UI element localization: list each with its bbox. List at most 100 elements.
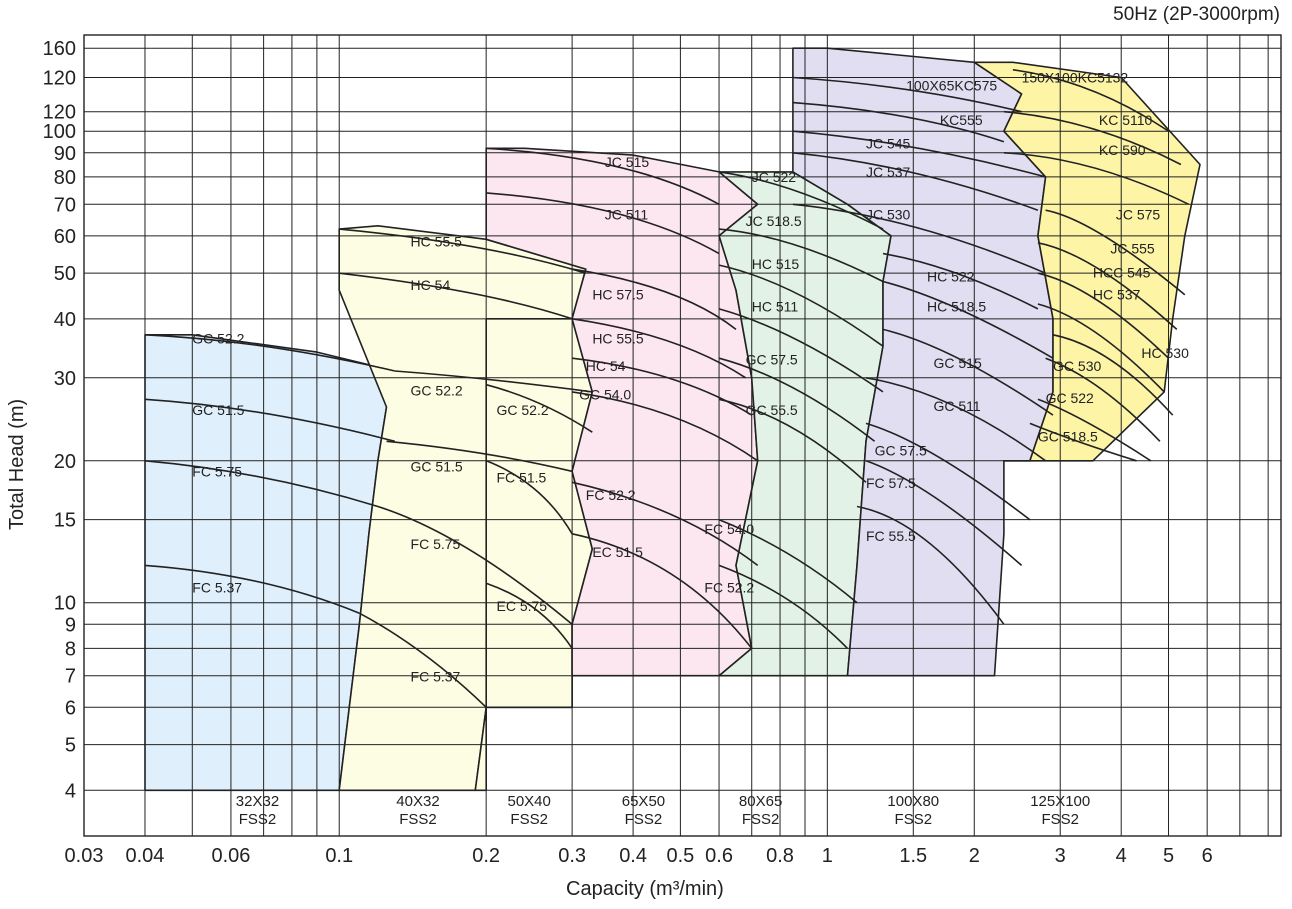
curve-label: GC 52.2 <box>497 402 549 418</box>
x-tick-label: 0.8 <box>766 845 794 867</box>
x-tick-label: 0.04 <box>126 845 165 867</box>
performance-curve <box>792 76 1022 113</box>
curve-label: JC 515 <box>605 154 650 170</box>
curve-label: 150X100KC5132 <box>1022 69 1129 85</box>
model-label: 32X32 <box>236 793 279 810</box>
performance-curve <box>882 280 1054 359</box>
performance-curve <box>486 147 720 206</box>
performance-curve <box>386 440 573 473</box>
performance-curve <box>718 398 867 483</box>
curve-label: GC 57.5 <box>875 443 927 459</box>
performance-curve <box>718 171 884 230</box>
curve-label: HC 54 <box>411 277 451 293</box>
x-tick-label: 0.3 <box>558 845 586 867</box>
x-tick-label: 0.06 <box>211 845 250 867</box>
curve-label: GC 515 <box>933 355 981 371</box>
performance-curve <box>571 268 737 331</box>
performance-curve <box>792 152 1039 211</box>
curve-label: HCC 545 <box>1093 264 1151 280</box>
curve-label: FC 5.75 <box>192 464 242 480</box>
x-tick-label: 0.4 <box>619 845 647 867</box>
performance-curve <box>571 481 759 567</box>
model-sub-label: FSS2 <box>625 811 663 828</box>
y-tick-label: 8 <box>65 638 76 660</box>
curve-label: FC 5.75 <box>411 536 461 552</box>
performance-curve <box>571 391 759 462</box>
model-label: 50X40 <box>507 793 550 810</box>
curve-label: FC 52.2 <box>586 487 636 503</box>
x-tick-label: 2 <box>969 845 980 867</box>
performance-curve <box>571 533 753 649</box>
y-tick-label: 60 <box>54 226 76 248</box>
performance-curve <box>377 505 573 625</box>
curve-label: GC 511 <box>933 398 980 414</box>
plot-frame <box>83 34 1282 837</box>
performance-curve <box>1029 422 1137 462</box>
performance-curve <box>1037 398 1152 462</box>
curve-label: JC 545 <box>866 135 911 151</box>
curve-label: GC 51.5 <box>192 402 244 418</box>
model-label: 125X100 <box>1030 793 1090 810</box>
performance-curve <box>1037 303 1165 393</box>
performance-curve <box>1012 69 1169 132</box>
performance-curve <box>882 252 1039 310</box>
x-tick-label: 0.6 <box>705 845 733 867</box>
model-sub-label: FSS2 <box>399 811 437 828</box>
performance-curve <box>485 582 573 649</box>
curve-label: HC 537 <box>1093 286 1141 302</box>
model-sub-label: FSS2 <box>742 811 780 828</box>
model-label: 80X65 <box>739 793 782 810</box>
curve-label: FC 54.0 <box>704 521 754 537</box>
performance-curve <box>1003 110 1182 166</box>
performance-curve <box>485 460 573 535</box>
y-tick-label: 5 <box>65 735 76 757</box>
curve-label: JC 555 <box>1110 241 1155 257</box>
y-tick-label: 20 <box>54 451 76 473</box>
x-tick-label: 4 <box>1116 845 1127 867</box>
performance-curve <box>144 398 396 443</box>
curve-label: JC 518.5 <box>746 213 802 229</box>
curve-label: EC 51.5 <box>592 544 643 560</box>
performance-curve <box>718 564 849 649</box>
performance-curve <box>865 422 1031 521</box>
y-tick-label: 40 <box>54 309 76 331</box>
curve-label: HC 522 <box>927 269 975 285</box>
model-sub-label: FSS2 <box>895 811 933 828</box>
performance-curve <box>1037 242 1178 330</box>
y-tick-label: 6 <box>65 697 76 719</box>
performance-curve <box>394 370 593 393</box>
curve-label: JC 511 <box>605 206 649 222</box>
y-tick-label: 160 <box>43 38 76 60</box>
x-tick-label: 0.5 <box>666 845 694 867</box>
x-tick-label: 0.03 <box>65 845 104 867</box>
model-label: 65X50 <box>622 793 665 810</box>
x-tick-label: 1.5 <box>899 845 927 867</box>
curve-label: GC 52.2 <box>411 383 463 399</box>
performance-curve <box>144 460 379 508</box>
curve-label: FC 5.37 <box>192 580 242 596</box>
performance-curve <box>792 101 1005 143</box>
x-tick-label: 0.2 <box>472 845 500 867</box>
curve-label: HC 518.5 <box>927 298 986 314</box>
model-sub-label: FSS2 <box>239 811 277 828</box>
performance-curve <box>719 228 884 283</box>
performance-curve <box>144 334 395 372</box>
performance-curve <box>865 377 1047 462</box>
curve-label: FC 55.5 <box>866 528 916 544</box>
performance-curve <box>571 318 747 379</box>
y-tick-label: 100 <box>43 121 76 143</box>
performance-curve <box>572 357 753 416</box>
performance-curve <box>339 228 587 274</box>
x-axis-label: Capacity (m³/min) <box>566 878 724 900</box>
curve-label: KC555 <box>940 112 983 128</box>
curve-label: KC 5110 <box>1099 112 1153 128</box>
y-tick-label: 120 <box>43 102 76 124</box>
x-tick-label: 0.1 <box>325 845 353 867</box>
performance-curve <box>718 518 858 604</box>
y-tick-label: 120 <box>43 68 76 90</box>
curve-label: GC 51.5 <box>411 458 463 474</box>
performance-curve <box>485 383 593 433</box>
model-label: 40X32 <box>396 793 439 810</box>
curve-label: FC 57.5 <box>866 475 916 491</box>
